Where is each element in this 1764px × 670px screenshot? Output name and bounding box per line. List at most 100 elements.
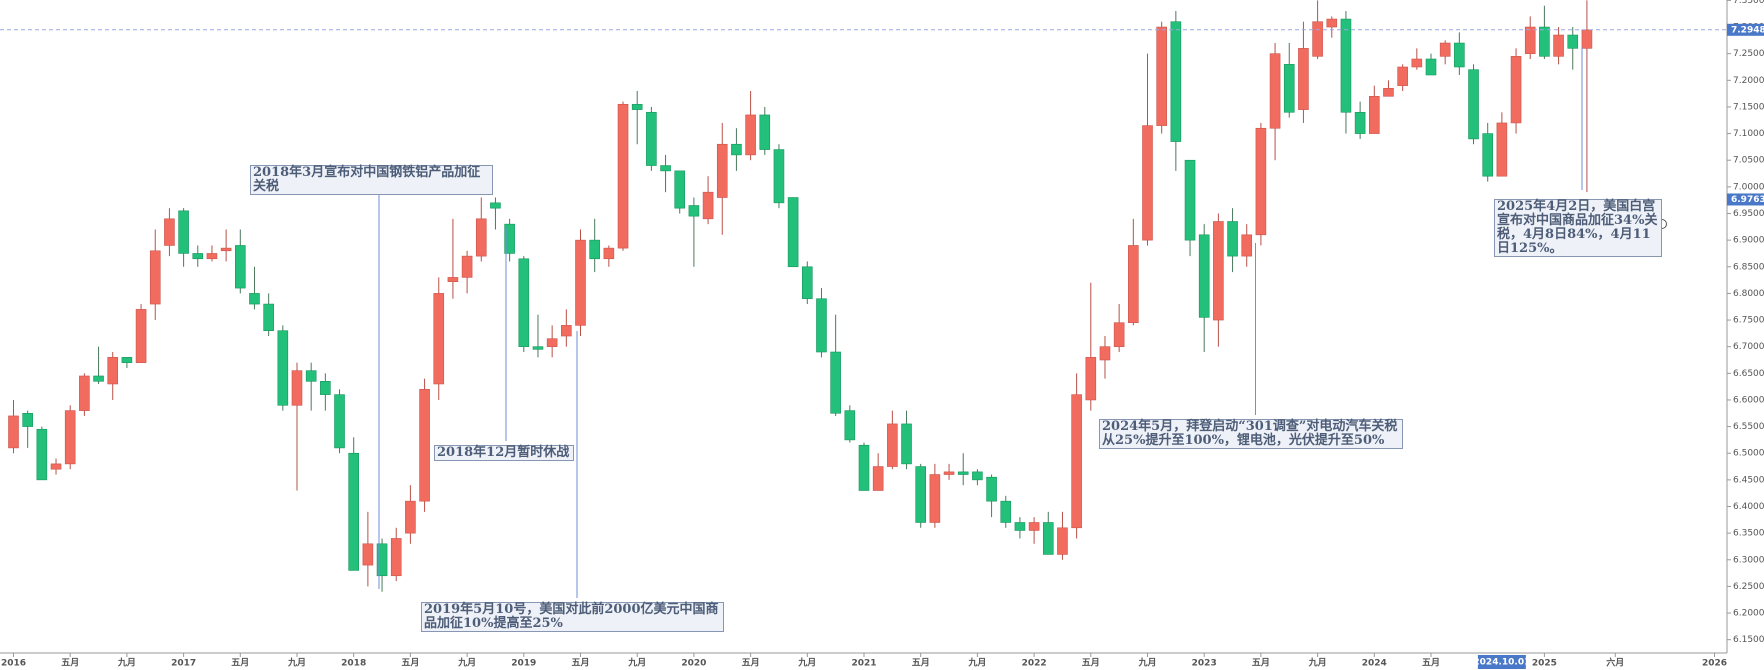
candle-body [589,239,600,260]
crosshair-y-label: 6.9763 [1731,195,1764,205]
x-tick-label: 九月 [1308,657,1327,669]
last-price-label: 7.2948 [1731,25,1764,35]
candle-body [773,149,785,204]
y-tick-label: 6.8000 [1733,289,1764,299]
candle-body [787,197,799,268]
candle-body [617,103,629,249]
candle-body [1567,34,1579,49]
x-tick-label: 五月 [1252,658,1270,669]
candle-body [1184,159,1196,241]
candle-body [1071,394,1082,529]
y-tick-label: 6.3500 [1733,529,1764,539]
y-tick-label: 6.3000 [1733,555,1764,565]
x-tick-label: 九月 [967,657,986,669]
candle-body [1113,322,1125,347]
y-tick-label: 6.8500 [1733,262,1764,272]
annotation: 2019年5月10号，美国对此前2000亿美元中国商品加征10%提高至25% [421,602,724,632]
candle-body [93,375,104,382]
y-tick-label: 6.4000 [1733,502,1764,512]
candle-body [716,143,728,198]
x-tick-label: 九月 [627,657,646,669]
candle-body [1028,522,1040,531]
x-tick-label: 2023 [1192,659,1217,669]
candle-body [957,471,969,475]
candle-body [22,412,33,427]
candle-body [1000,500,1012,523]
candle-body [405,500,416,534]
candle-body [1042,522,1054,555]
candle-body [362,543,374,566]
candle-body [8,415,19,449]
candle-body [1397,66,1408,86]
annotation: 2025年4月2日，美国白宫宣布对中国商品加征34%关税，4月8日84%，4月1… [1494,199,1662,257]
candle-body [1524,26,1536,54]
candle-body [1383,88,1394,97]
candle-body [1425,58,1437,76]
y-tick-label: 6.6500 [1733,369,1764,379]
candle-body [575,239,586,326]
x-tick-label: 九月 [797,657,816,669]
candle-body [801,266,813,300]
y-tick-label: 6.2500 [1733,582,1764,592]
y-tick-label: 6.7500 [1733,316,1764,326]
y-tick-label: 7.3500 [1733,0,1764,6]
candle-body [1369,95,1380,134]
candle-body [1014,522,1026,531]
y-tick-label: 6.9500 [1733,209,1764,219]
x-tick-label: 2017 [171,659,196,669]
candle-body [433,293,445,385]
x-tick-label: 九月 [117,657,136,669]
candle-body [1553,34,1564,57]
x-tick-label: 九月 [1137,657,1156,669]
candle-body [546,338,558,347]
x-tick-label: 2016 [1,659,26,669]
candle-body [901,423,912,465]
y-tick-label: 7.0000 [1733,182,1764,192]
candle-body [220,247,232,252]
candle-body [830,351,841,414]
x-tick-label: 五月 [571,658,589,669]
candle-body [192,253,204,260]
candle-body [1227,221,1238,257]
candle-body [986,476,997,502]
candle-body [235,245,246,289]
crosshair-x-box [1477,655,1526,669]
candle-body [1482,133,1493,177]
candle-body [844,410,856,441]
candle-body [64,410,76,465]
crosshair-y-box [1727,193,1764,206]
candle-body [674,170,686,209]
x-tick-label: 九月 [457,657,476,669]
candle-body [135,309,147,363]
candle-body [1539,26,1550,57]
candle-body [1283,64,1295,113]
candle-body [1255,127,1267,236]
candle-body [149,250,161,305]
candle-body [702,191,714,220]
candle-body [419,388,430,502]
y-tick-label: 6.1500 [1733,635,1764,645]
x-tick-label: 2021 [851,659,876,669]
candle-body [334,394,345,449]
x-tick-label: 五月 [742,658,760,669]
x-tick-label: 五月 [912,658,930,669]
candle-body [1581,29,1593,49]
candle-body [1128,245,1139,324]
x-tick-label: 2025 [1532,659,1557,669]
candle-body [376,543,388,577]
last-price-box [1727,23,1764,36]
candle-body [1085,357,1097,401]
candle-body [887,423,898,467]
x-tick-label: 五月 [61,658,79,669]
candle-body [490,202,501,209]
candle-body [305,370,317,382]
crosshair-x-label: 2024.10.01 [1473,658,1530,668]
candle-body [475,218,487,257]
candle-body [1454,42,1465,68]
candle-body [348,452,360,571]
candle-body [1198,234,1210,318]
y-tick-label: 6.2000 [1733,609,1764,619]
candle-body [461,255,473,278]
candle-body [504,223,515,254]
candle-body [603,247,615,260]
